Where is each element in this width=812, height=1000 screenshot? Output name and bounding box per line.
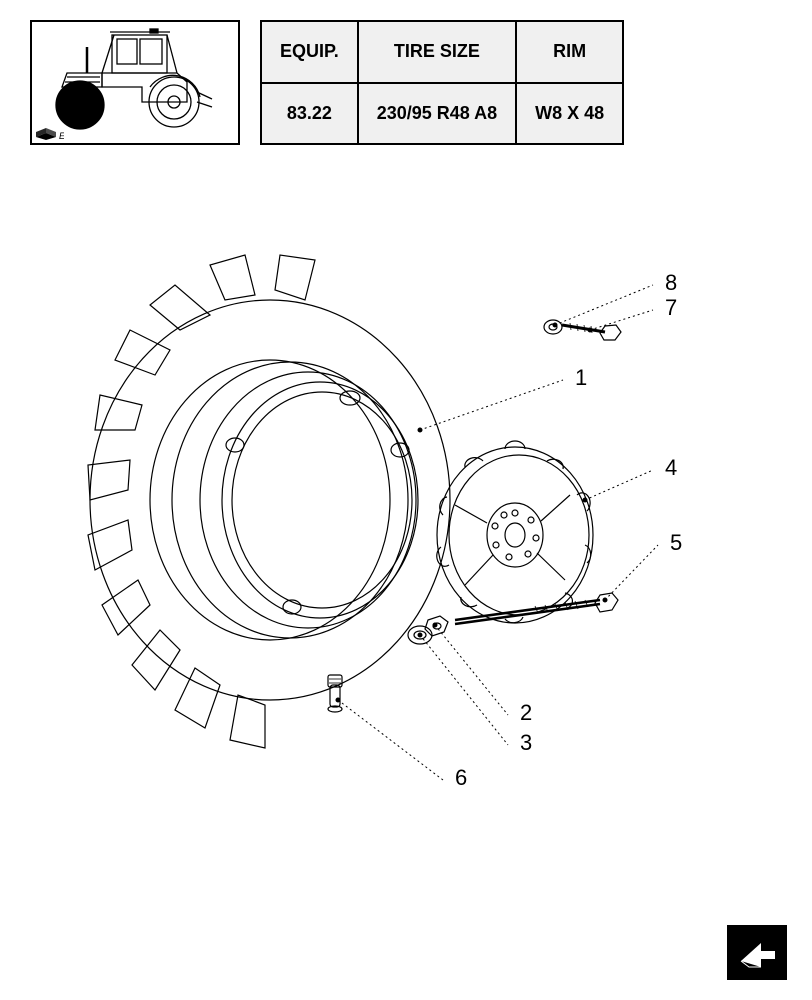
- svg-text:E: E: [59, 131, 64, 141]
- header-equip: EQUIP.: [261, 21, 358, 83]
- leader-line-3: [420, 635, 508, 745]
- page-turn-icon: [727, 925, 787, 980]
- spec-table: EQUIP. TIRE SIZE RIM 83.22 230/95 R48 A8…: [260, 20, 624, 145]
- callout-number-5: 5: [670, 530, 682, 555]
- leader-line-4: [585, 470, 653, 500]
- callout-number-3: 3: [520, 730, 532, 755]
- tractor-icon-box: E: [30, 20, 240, 145]
- header-rim: RIM: [516, 21, 623, 83]
- leader-line-1: [420, 380, 563, 430]
- tire-outline: [88, 255, 450, 748]
- leader-line-2: [435, 625, 508, 715]
- leader-line-8: [555, 285, 653, 325]
- callout-number-2: 2: [520, 700, 532, 725]
- cell-tire-size: 230/95 R48 A8: [358, 83, 516, 145]
- tractor-icon: [42, 27, 232, 132]
- callout-number-6: 6: [455, 765, 467, 790]
- exploded-diagram: 1 2 3 4 5 6 78: [0, 200, 812, 900]
- part-valve-stem: [328, 675, 342, 712]
- leader-line-5: [605, 545, 658, 600]
- cell-equip: 83.22: [261, 83, 358, 145]
- header-tire-size: TIRE SIZE: [358, 21, 516, 83]
- cell-rim: W8 X 48: [516, 83, 623, 145]
- table-data-row: 83.22 230/95 R48 A8 W8 X 48: [261, 83, 623, 145]
- part-rim: [172, 362, 418, 638]
- table-header-row: EQUIP. TIRE SIZE RIM: [261, 21, 623, 83]
- wheel-assembly-drawing: 1 2 3 4 5 6 78: [60, 230, 760, 880]
- callout-number-8: 8: [665, 270, 677, 295]
- header-area: E EQUIP. TIRE SIZE RIM 83.22 230/95 R48 …: [30, 20, 782, 145]
- corner-book-icon: E: [34, 123, 64, 141]
- callout-number-1: 1: [575, 365, 587, 390]
- callout-number-4: 4: [665, 455, 677, 480]
- leader-line-6: [338, 700, 443, 780]
- leader-line-7: [590, 310, 653, 330]
- part-disc-hub: [437, 441, 593, 623]
- callout-number-7: 7: [665, 295, 677, 320]
